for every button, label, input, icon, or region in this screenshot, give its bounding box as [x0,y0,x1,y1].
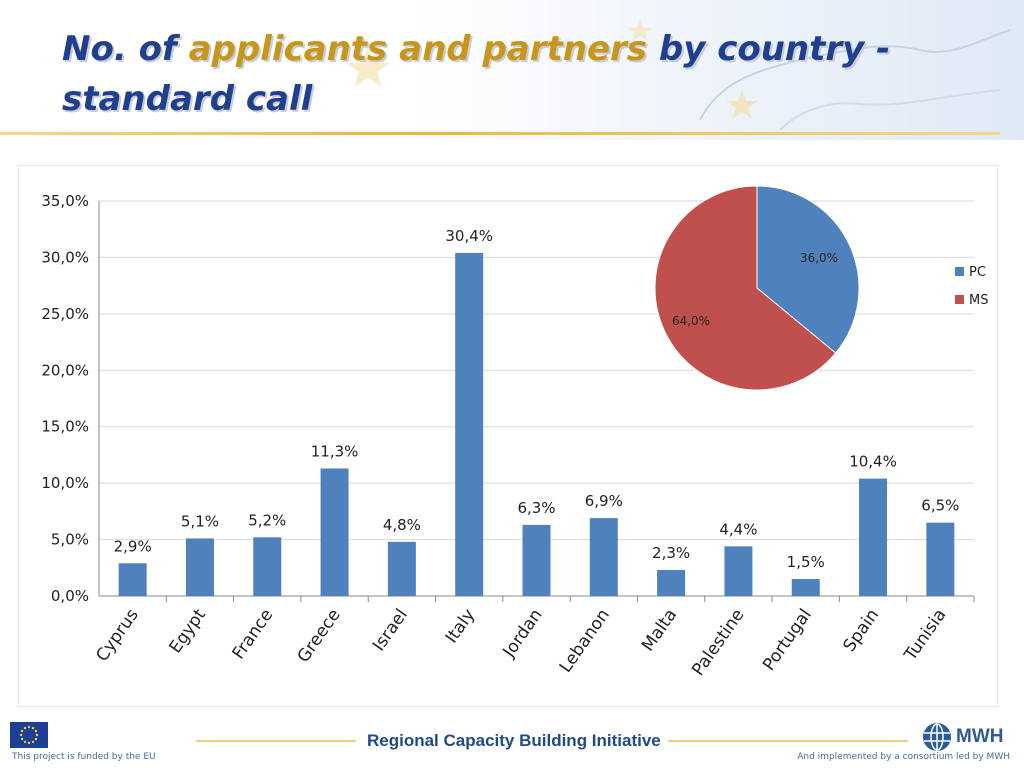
bar-value-label: 2,3% [652,544,690,562]
x-tick-label: Greece [294,605,345,666]
y-tick-label: 35,0% [41,192,89,210]
bar [387,541,416,596]
pie-value-label: 36,0% [800,251,838,265]
header-star-1 [346,48,390,87]
eu-star [35,733,39,737]
eu-star [27,741,31,745]
bar-value-label: 6,5% [921,497,959,515]
pie-value-label: 64,0% [672,314,710,328]
y-tick-label: 10,0% [41,474,89,492]
header-map-outline [699,29,1011,121]
bar-value-label: 1,5% [787,553,825,571]
bar [253,537,282,596]
header-map-outline-2 [779,89,1001,131]
mwh-logo-text: MWH [956,726,1004,747]
bar [455,252,484,596]
legend-swatch [955,295,964,304]
bar-value-label: 5,1% [181,512,219,530]
legend-swatch [955,267,964,276]
x-tick-label: Tunisia [900,605,950,665]
chart-panel: 0,0% 5,0% 10,0% 15,0% 20,0% 25,0% 30,0% 35,0% 2,… [18,165,998,707]
bar-value-label: 10,4% [849,453,897,471]
header-decoration [346,20,1011,131]
bar-value-label: 6,3% [517,499,555,517]
y-tick-label: 15,0% [41,418,89,436]
pie-slice [654,185,837,391]
bar [589,518,618,596]
title-prefix: No. of [62,29,189,69]
bar [185,538,214,596]
x-tick-label: Malta [638,605,681,655]
eu-star [34,729,38,733]
eu-star [20,737,24,741]
eu-star [34,737,38,741]
header-divider [0,132,1000,135]
y-tick-label: 5,0% [51,531,89,549]
bar-value-label: 4,8% [383,516,421,534]
eu-star [19,733,23,737]
footer-brand: Regional Capacity Building Initiative [367,731,661,750]
title-highlight: applicants and partners [188,29,648,69]
bar-value-label: 6,9% [585,492,623,510]
legend-label: MS [969,293,988,308]
eu-star [31,740,35,744]
header-star-2 [726,90,758,119]
bar-value-label: 4,4% [719,520,757,538]
bar [791,579,820,596]
y-tick-label: 20,0% [41,361,89,379]
x-tick-label: Cyprus [92,605,143,665]
bar-value-label: 2,9% [114,537,152,555]
x-tick-label: Lebanon [556,605,614,676]
x-tick-label: Portugal [759,605,816,674]
x-tick-label: Israel [369,605,412,655]
y-tick-label: 30,0% [41,248,89,266]
bar [118,563,147,596]
legend-label: PC [969,265,986,280]
eu-stars-icon [19,725,39,745]
funded-note: This project is funded by the EU [12,752,156,762]
slide-title: No. of applicants and partners by countr… [62,24,942,124]
footer-divider-right [668,740,908,742]
bar [522,524,551,596]
y-tick-label: 0,0% [51,587,89,605]
bar [926,522,955,596]
bar [724,546,753,596]
x-tick-label: Egypt [166,605,211,657]
y-tick-label: 25,0% [41,305,89,323]
eu-star [23,726,27,730]
bar-value-label: 5,2% [248,511,286,529]
bar [657,570,686,596]
eu-star [23,740,27,744]
slide-header: No. of applicants and partners by countr… [0,0,1024,140]
bar-pie-chart: 0,0% 5,0% 10,0% 15,0% 20,0% 25,0% 30,0% 35,0% 2,… [41,185,988,680]
bar [320,468,349,596]
eu-star [27,725,31,729]
implemented-note: And implemented by a consortium led by M… [797,752,1010,762]
eu-star [31,726,35,730]
x-tick-label: Palestine [688,605,748,679]
footer-divider-left [196,740,356,742]
globe-icon [923,723,951,751]
bar-value-label: 11,3% [311,442,359,460]
title-suffix: by country - standard call [62,29,891,119]
pie-slice [756,185,860,354]
x-tick-label: Jordan [499,605,547,662]
bar-value-label: 30,4% [445,227,493,245]
x-tick-label: Spain [840,605,884,655]
header-star-3 [628,20,652,41]
x-tick-label: France [229,605,278,663]
eu-flag-icon [10,722,48,748]
x-tick-label: Italy [442,605,480,647]
bar [859,478,888,596]
eu-star [20,729,24,733]
